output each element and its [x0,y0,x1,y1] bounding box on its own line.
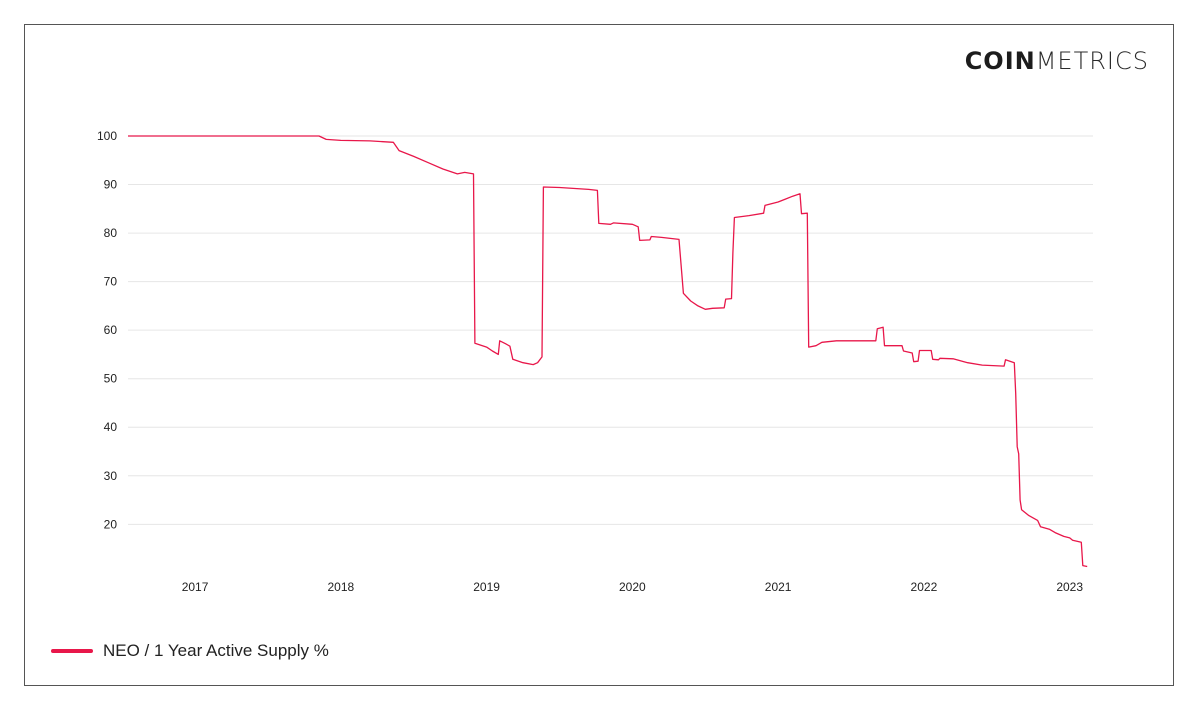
grid-lines [128,135,1093,525]
y-tick-label-80: 80 [104,226,118,240]
y-tick-label-60: 60 [104,323,118,337]
y-axis-ticks: 20 30 40 50 60 70 80 90 100 [97,129,117,531]
line-chart: 20 30 40 50 60 70 80 90 100 2017 2018 2019 2020 2021… [97,129,1093,594]
x-tick-label-2022: 2022 [911,580,938,594]
x-tick-label-2017: 2017 [182,580,209,594]
y-tick-label-40: 40 [104,420,118,434]
y-tick-label-70: 70 [104,275,118,289]
series-line-0[interactable] [128,135,1088,568]
x-tick-label-2020: 2020 [619,580,646,594]
legend[interactable]: NEO / 1 Year Active Supply % [51,641,329,661]
logo-light-text: METRICS [1035,47,1149,75]
series-group [128,135,1088,568]
legend-swatch [51,649,93,653]
y-tick-label-90: 90 [104,178,118,192]
y-tick-label-50: 50 [104,372,118,386]
y-tick-label-30: 30 [104,469,118,483]
legend-label: NEO / 1 Year Active Supply % [103,641,329,660]
x-tick-label-2021: 2021 [765,580,792,594]
logo-bold-text: COIN [964,47,1036,75]
coinmetrics-logo: COINMETRICS [965,47,1149,75]
chart-frame: COINMETRICS 20 30 40 50 60 70 80 90 100 2017 2018… [24,24,1174,686]
y-tick-label-20: 20 [104,517,118,531]
x-axis-ticks: 2017 2018 2019 2020 2021 2022 2023 [182,580,1084,594]
x-tick-label-2023: 2023 [1056,580,1083,594]
y-tick-label-100: 100 [97,129,117,143]
x-tick-label-2019: 2019 [473,580,500,594]
x-tick-label-2018: 2018 [327,580,354,594]
